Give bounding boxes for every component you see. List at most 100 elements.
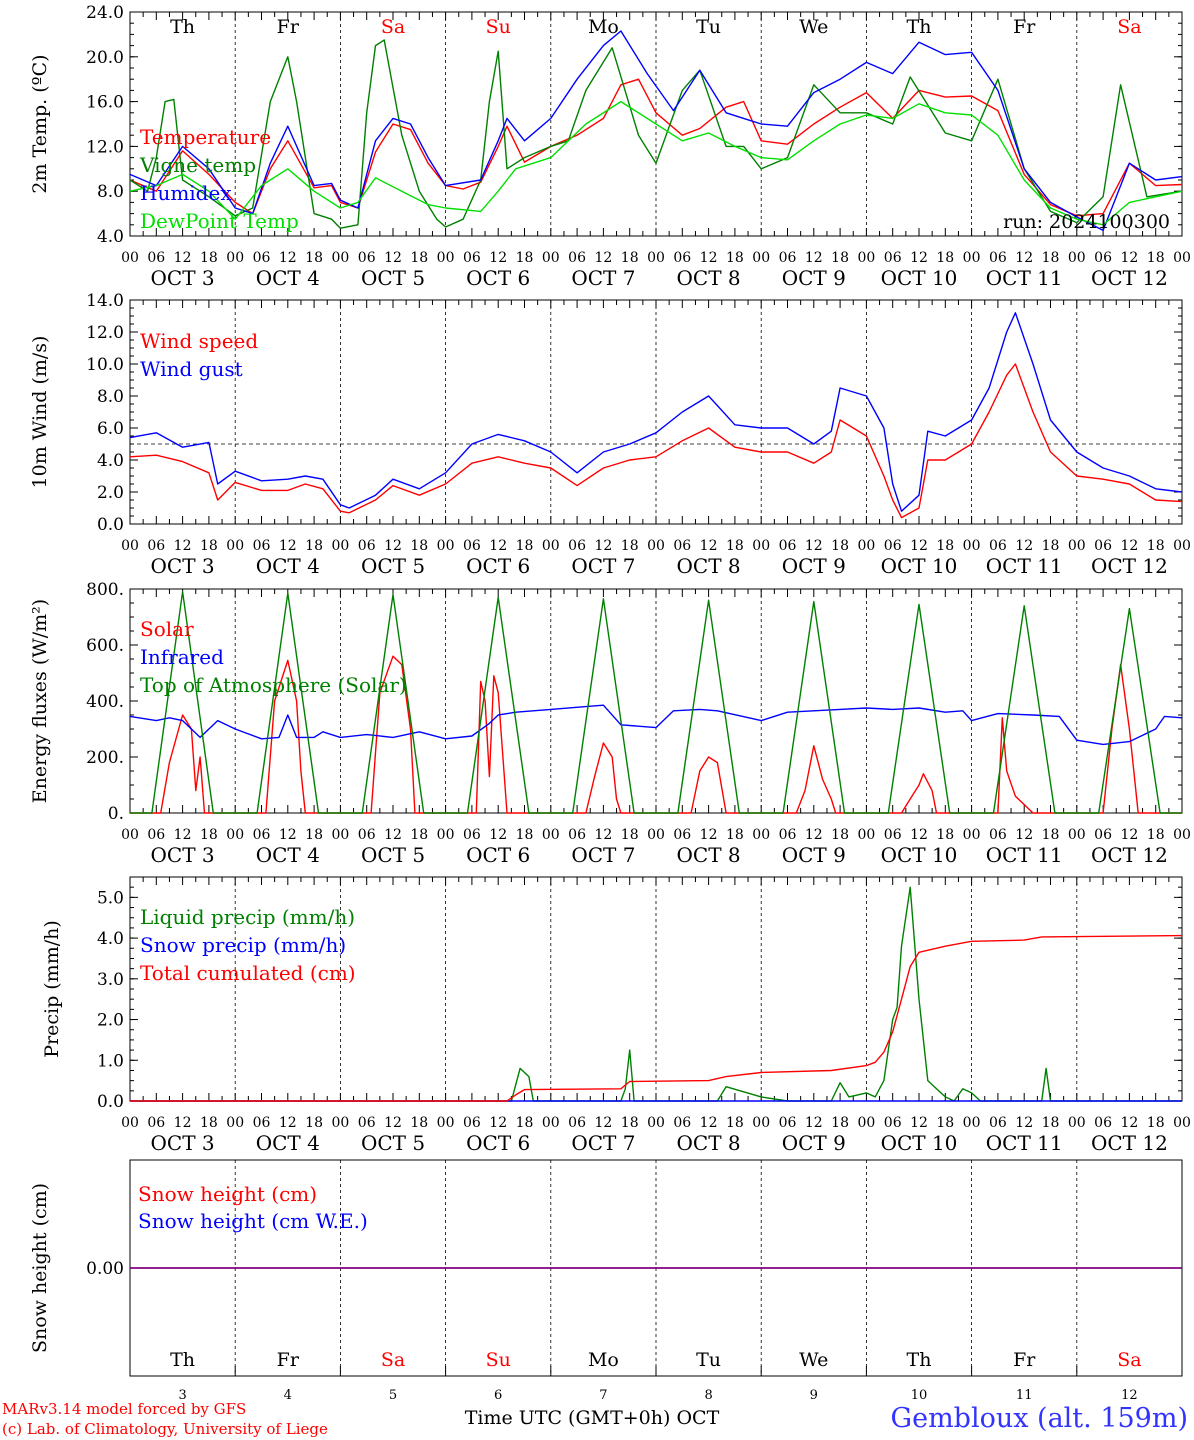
y-tick-label: 5.0 [97, 888, 124, 908]
hour-tick-label: 06 [884, 1115, 902, 1131]
hour-tick-label: 06 [989, 538, 1007, 554]
date-label: OCT 7 [571, 1131, 635, 1155]
panels: 4.0 8.0 12.0 16.0 20.0 24.0 2m Temp. (ºC) Tempe… [29, 3, 1191, 1403]
hour-tick-label: 00 [331, 538, 349, 554]
date-label: OCT 4 [256, 843, 320, 867]
hour-tick-label: 00 [437, 538, 455, 554]
hour-tick-label: 00 [331, 250, 349, 266]
hour-tick-label: 18 [516, 250, 534, 266]
y-axis-label: 10m Wind (m/s) [29, 336, 51, 489]
day-of-week-label: Sa [381, 1349, 405, 1371]
hour-tick-label: 12 [174, 538, 192, 554]
hour-tick-label: 06 [884, 827, 902, 843]
hour-tick-label: 18 [936, 250, 954, 266]
hour-tick-label: 18 [726, 250, 744, 266]
hour-tick-label: 00 [647, 250, 665, 266]
hour-tick-label: 12 [1120, 250, 1138, 266]
hour-tick-label: 18 [1042, 538, 1060, 554]
date-label: OCT 3 [151, 554, 215, 578]
series-line-humidex [129, 30, 1183, 232]
day-of-week-label: Tu [696, 16, 721, 38]
hour-tick-label: 00 [1173, 250, 1191, 266]
hour-tick-label: 06 [1094, 250, 1112, 266]
hour-tick-label: 00 [1068, 827, 1086, 843]
hour-tick-label: 00 [226, 538, 244, 554]
hour-tick-label: 18 [516, 538, 534, 554]
hour-tick-label: 18 [831, 538, 849, 554]
hour-tick-label: 18 [305, 827, 323, 843]
y-tick-label: 12.0 [86, 137, 124, 157]
hour-tick-label: 00 [857, 827, 875, 843]
hour-tick-label: 18 [516, 1115, 534, 1131]
hour-tick-label: 06 [147, 250, 165, 266]
legend-entry: Wind gust [140, 357, 243, 381]
legend-entry: Vigne temp [139, 153, 256, 177]
date-label: OCT 3 [151, 266, 215, 290]
hour-tick-label: 06 [568, 827, 586, 843]
y-tick-label: 0.00 [86, 1259, 124, 1279]
date-label: OCT 12 [1091, 266, 1168, 290]
hour-tick-label: 18 [410, 538, 428, 554]
y-axis-label: Energy fluxes (W/m²) [29, 599, 51, 803]
hour-tick-label: 00 [752, 1115, 770, 1131]
hour-tick-label: 00 [647, 1115, 665, 1131]
hour-tick-label: 00 [963, 250, 981, 266]
hour-tick-label: 06 [779, 250, 797, 266]
legend-entry: Infrared [140, 645, 224, 669]
hour-tick-label: 18 [305, 250, 323, 266]
hour-tick-label: 12 [384, 250, 402, 266]
date-label: OCT 4 [256, 1131, 320, 1155]
y-tick-label: 400. [86, 692, 124, 712]
legend-entry: Solar [140, 617, 194, 641]
hour-tick-label: 00 [647, 827, 665, 843]
legend-entry: Liquid precip (mm/h) [140, 905, 355, 929]
hour-tick-label: 00 [963, 1115, 981, 1131]
day-of-week-label: Su [486, 16, 511, 38]
hour-tick-label: 12 [1015, 250, 1033, 266]
day-number-label: 9 [810, 1388, 818, 1403]
hour-tick-label: 00 [331, 1115, 349, 1131]
hour-tick-label: 12 [174, 250, 192, 266]
hour-tick-label: 00 [121, 1115, 139, 1131]
day-number-label: 3 [178, 1388, 186, 1403]
date-label: OCT 10 [881, 843, 958, 867]
y-tick-label: 800. [86, 580, 124, 600]
hour-tick-label: 00 [1068, 538, 1086, 554]
legend-entry: Snow height (cm) [138, 1182, 317, 1206]
day-of-week-label: We [799, 16, 828, 38]
hour-tick-label: 12 [489, 538, 507, 554]
day-of-week-label: We [799, 1349, 828, 1371]
y-tick-label: 12.0 [86, 323, 124, 343]
hour-tick-label: 00 [542, 1115, 560, 1131]
hour-tick-label: 12 [279, 538, 297, 554]
hour-tick-label: 00 [121, 538, 139, 554]
date-label: OCT 6 [466, 266, 530, 290]
hour-tick-label: 18 [726, 1115, 744, 1131]
day-of-week-label: Th [170, 16, 195, 38]
hour-tick-label: 18 [726, 538, 744, 554]
date-label: OCT 4 [256, 266, 320, 290]
panel-frame [129, 588, 1183, 814]
y-tick-label: 4.0 [97, 451, 124, 471]
date-label: OCT 3 [151, 843, 215, 867]
y-tick-label: 2.0 [97, 1011, 124, 1031]
series-line-temperature [129, 78, 1183, 217]
hour-tick-label: 12 [384, 827, 402, 843]
hour-tick-label: 12 [805, 1115, 823, 1131]
y-axis-label: Snow height (cm) [29, 1183, 51, 1353]
legend-entry: Top of Atmosphere (Solar) [140, 673, 407, 697]
hour-tick-label: 12 [1120, 1115, 1138, 1131]
series-line-wind-speed [129, 363, 1183, 519]
hour-tick-label: 12 [279, 250, 297, 266]
series-line-vigne-temp [129, 39, 1183, 229]
hour-tick-label: 18 [621, 538, 639, 554]
date-label: OCT 9 [782, 1131, 846, 1155]
y-axis-label: 2m Temp. (ºC) [29, 54, 51, 193]
date-label: OCT 6 [466, 1131, 530, 1155]
hour-tick-label: 06 [884, 250, 902, 266]
date-label: OCT 11 [986, 554, 1063, 578]
day-of-week-label: Mo [588, 1349, 619, 1371]
hour-tick-label: 00 [1173, 827, 1191, 843]
series-line-top-of-atmosphere-solar- [130, 591, 1182, 814]
hour-tick-label: 00 [752, 538, 770, 554]
